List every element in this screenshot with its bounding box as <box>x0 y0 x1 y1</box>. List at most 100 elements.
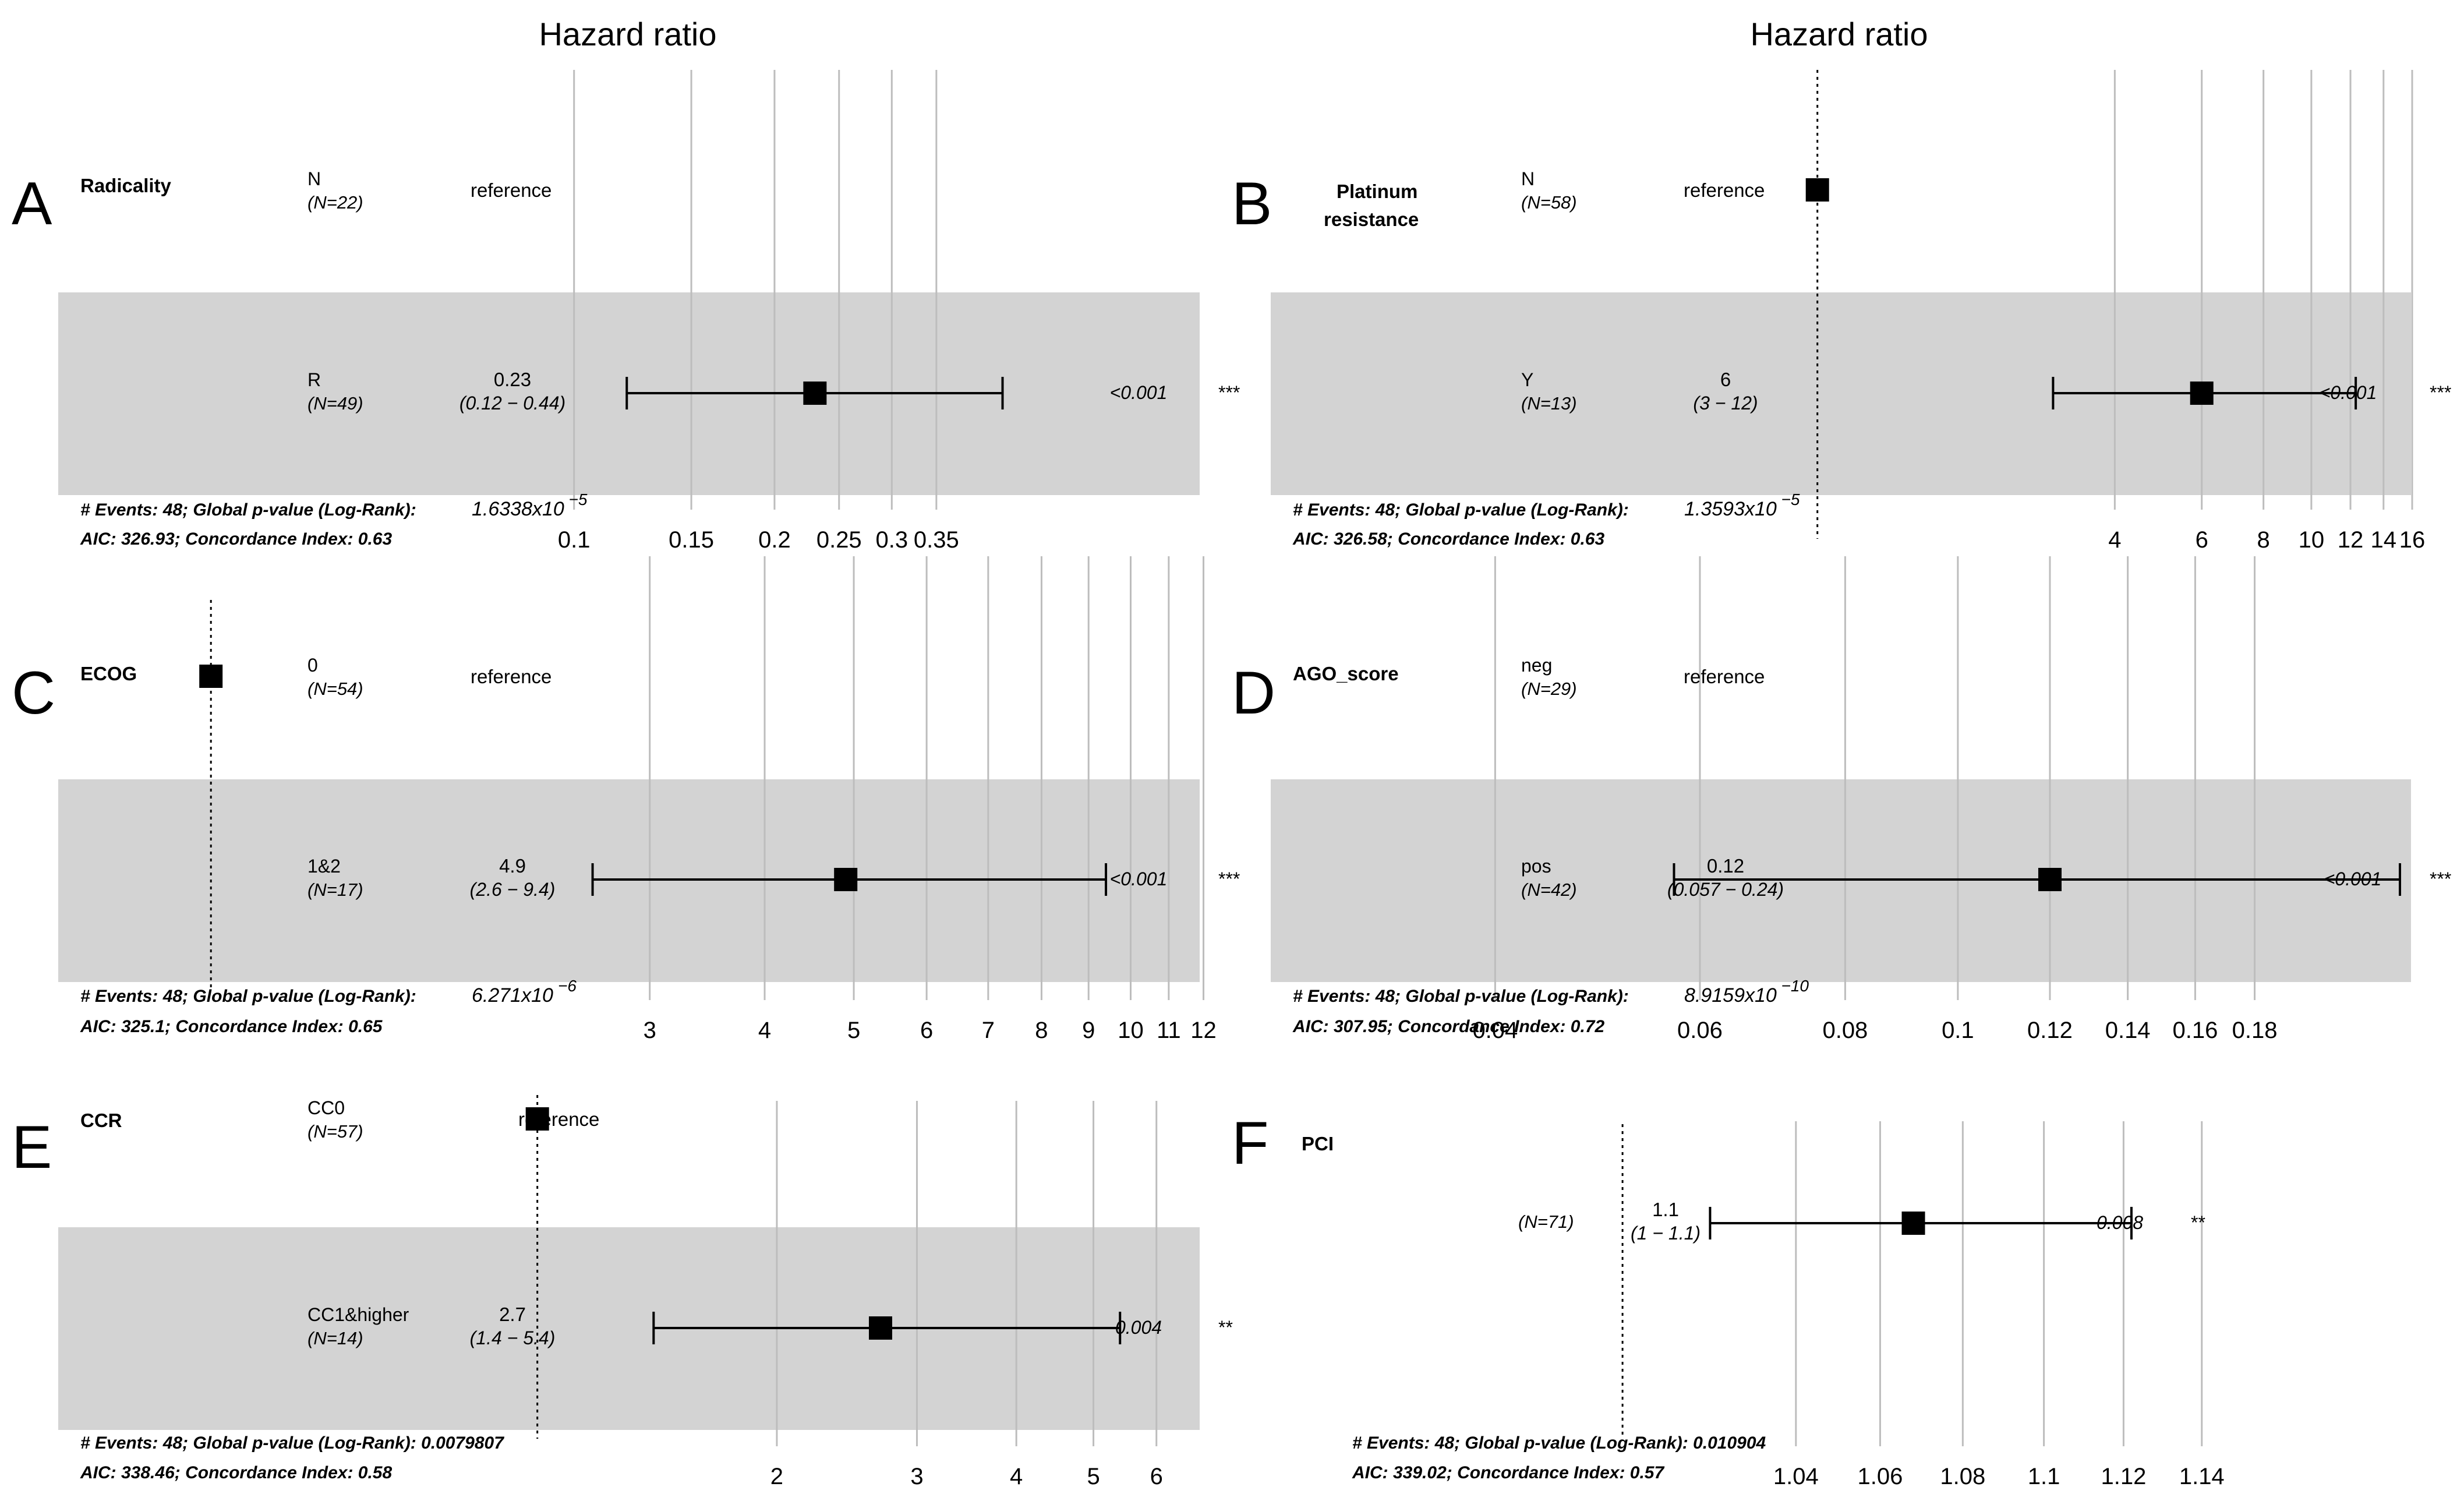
level-label: N <box>1521 168 1535 189</box>
level-label: neg <box>1521 655 1552 676</box>
footer-aic: AIC: 338.46; Concordance Index: 0.58 <box>80 1463 392 1482</box>
footer-aic: AIC: 326.58; Concordance Index: 0.63 <box>1292 529 1604 549</box>
significance-stars: ** <box>2191 1212 2205 1233</box>
x-tick-label: 0.2 <box>758 527 791 553</box>
level-label: Y <box>1521 369 1533 390</box>
forest-panel-b: B 4 6 8 10 12 14 16 Platinum resistance N (N=58) ref… <box>1232 70 2451 553</box>
reference-label: reference <box>471 666 552 687</box>
footer-events: # Events: 48; Global p-value (Log-Rank): <box>1293 987 1629 1006</box>
global-p-exponent: −5 <box>569 490 588 508</box>
panel-letter-c: C <box>12 659 55 727</box>
reference-label: reference <box>471 179 552 201</box>
reference-label: reference <box>1684 666 1765 687</box>
x-tick-label: 4 <box>2108 527 2121 553</box>
x-tick-label: 5 <box>1087 1464 1100 1489</box>
x-tick-label: 6 <box>1150 1464 1163 1489</box>
level-n: (N=58) <box>1521 192 1577 213</box>
significance-stars: *** <box>2430 868 2451 889</box>
estimate-label: 6 <box>1720 369 1731 390</box>
hazard-ratio-point <box>868 1316 892 1340</box>
panel-letter-a: A <box>12 170 52 238</box>
x-tick-label: 1.14 <box>2179 1464 2225 1489</box>
level-n: (N=49) <box>307 393 363 414</box>
x-tick-label: 3 <box>910 1464 923 1489</box>
panel-letter-d: D <box>1232 659 1275 727</box>
estimate-label: 1.1 <box>1652 1199 1679 1220</box>
footer-events: # Events: 48; Global p-value (Log-Rank):… <box>80 1433 504 1453</box>
footer-events: # Events: 48; Global p-value (Log-Rank): <box>80 987 416 1006</box>
significance-stars: *** <box>1218 868 1240 889</box>
reference-point <box>1805 178 1829 202</box>
p-value-label: <0.001 <box>2320 382 2377 403</box>
x-tick-label: 4 <box>1010 1464 1023 1489</box>
panel-letter-e: E <box>12 1114 52 1181</box>
hazard-ratio-point <box>803 382 827 405</box>
level-n: (N=17) <box>307 880 363 900</box>
x-tick-label: 1.06 <box>1857 1464 1903 1489</box>
x-tick-label: 0.1 <box>1942 1018 1974 1043</box>
p-value-label: 0.004 <box>1115 1317 1162 1338</box>
hazard-ratio-point <box>834 868 858 891</box>
footer-aic: AIC: 339.02; Concordance Index: 0.57 <box>1352 1463 1664 1482</box>
reference-point <box>525 1107 549 1131</box>
variable-label: PCI <box>1302 1133 1334 1154</box>
variable-label: resistance <box>1324 209 1419 230</box>
x-tick-label: 0.08 <box>1822 1018 1868 1043</box>
hazard-ratio-title-left: Hazard ratio <box>539 16 716 52</box>
ci-label: (2.6 − 9.4) <box>470 879 556 900</box>
x-tick-label: 8 <box>1035 1018 1048 1043</box>
x-tick-label: 7 <box>982 1018 995 1043</box>
x-tick-label: 5 <box>847 1018 860 1043</box>
ci-label: (1.4 − 5.4) <box>470 1327 556 1348</box>
footer-events: # Events: 48; Global p-value (Log-Rank): <box>80 500 416 520</box>
x-tick-label: 6 <box>2196 527 2208 553</box>
p-value-label: <0.001 <box>1110 382 1168 403</box>
x-tick-label: 14 <box>2371 527 2397 553</box>
level-label: 0 <box>307 655 318 676</box>
x-tick-label: 10 <box>1118 1018 1144 1043</box>
x-tick-label: 0.12 <box>2027 1018 2073 1043</box>
x-tick-label: 1.08 <box>1940 1464 1985 1489</box>
forest-panel-a: A 0.1 0.15 0.2 0.25 0.3 0.35 Radicality N (N=22) r… <box>12 70 1240 553</box>
footer-events: # Events: 48; Global p-value (Log-Rank):… <box>1352 1433 1766 1453</box>
estimate-label: 0.12 <box>1707 855 1744 877</box>
estimate-label: 2.7 <box>499 1304 526 1325</box>
footer-events: # Events: 48; Global p-value (Log-Rank): <box>1293 500 1629 520</box>
x-tick-label: 0.35 <box>914 527 959 553</box>
x-tick-label: 0.04 <box>1472 1018 1518 1043</box>
x-tick-label: 16 <box>2399 527 2426 553</box>
forest-panel-c: C 3 4 5 6 7 8 9 10 11 12 ECOG 0 (N=54) reference 1&2 (N=… <box>12 556 1240 1043</box>
x-tick-label: 0.3 <box>876 527 908 553</box>
x-tick-label: 12 <box>2338 527 2364 553</box>
x-tick-label: 6 <box>920 1018 933 1043</box>
forest-panel-f: F 1.04 1.06 1.08 1.1 1.12 1.14 PCI (N=71) 1.1 (1 −… <box>1232 1110 2225 1489</box>
x-tick-label: 11 <box>1157 1018 1181 1043</box>
forest-panel-e: E2 3 4 5 6CCRCC0(N=57)referenceCC1&higher(N=… <box>12 1095 1233 1489</box>
x-tick-label: 1.12 <box>2101 1464 2146 1489</box>
x-tick-label: 12 <box>1190 1018 1217 1043</box>
x-tick-label: 1.04 <box>1773 1464 1819 1489</box>
variable-label: ECOG <box>80 663 137 684</box>
global-p-value: 6.271x10 <box>472 984 553 1006</box>
hazard-ratio-point <box>2190 382 2214 405</box>
variable-label: Platinum <box>1337 181 1417 202</box>
x-tick-label: 4 <box>758 1018 771 1043</box>
level-label: pos <box>1521 856 1551 877</box>
hazard-ratio-point <box>1901 1212 1925 1235</box>
global-p-value: 1.3593x10 <box>1684 498 1777 520</box>
p-value-label: <0.001 <box>1110 868 1168 889</box>
x-tick-label: 3 <box>644 1018 656 1043</box>
level-label: N <box>307 168 321 189</box>
level-n: (N=54) <box>307 679 363 699</box>
level-label: CC0 <box>307 1097 345 1118</box>
global-p-exponent: −5 <box>1781 490 1800 508</box>
p-value-label: 0.008 <box>2097 1212 2143 1233</box>
significance-stars: *** <box>1218 382 1240 403</box>
ci-label: (0.12 − 0.44) <box>459 393 565 414</box>
x-tick-label: 0.14 <box>2105 1018 2151 1043</box>
level-n: (N=42) <box>1521 880 1577 900</box>
x-tick-label: 10 <box>2299 527 2325 553</box>
global-p-value: 8.9159x10 <box>1684 984 1777 1006</box>
